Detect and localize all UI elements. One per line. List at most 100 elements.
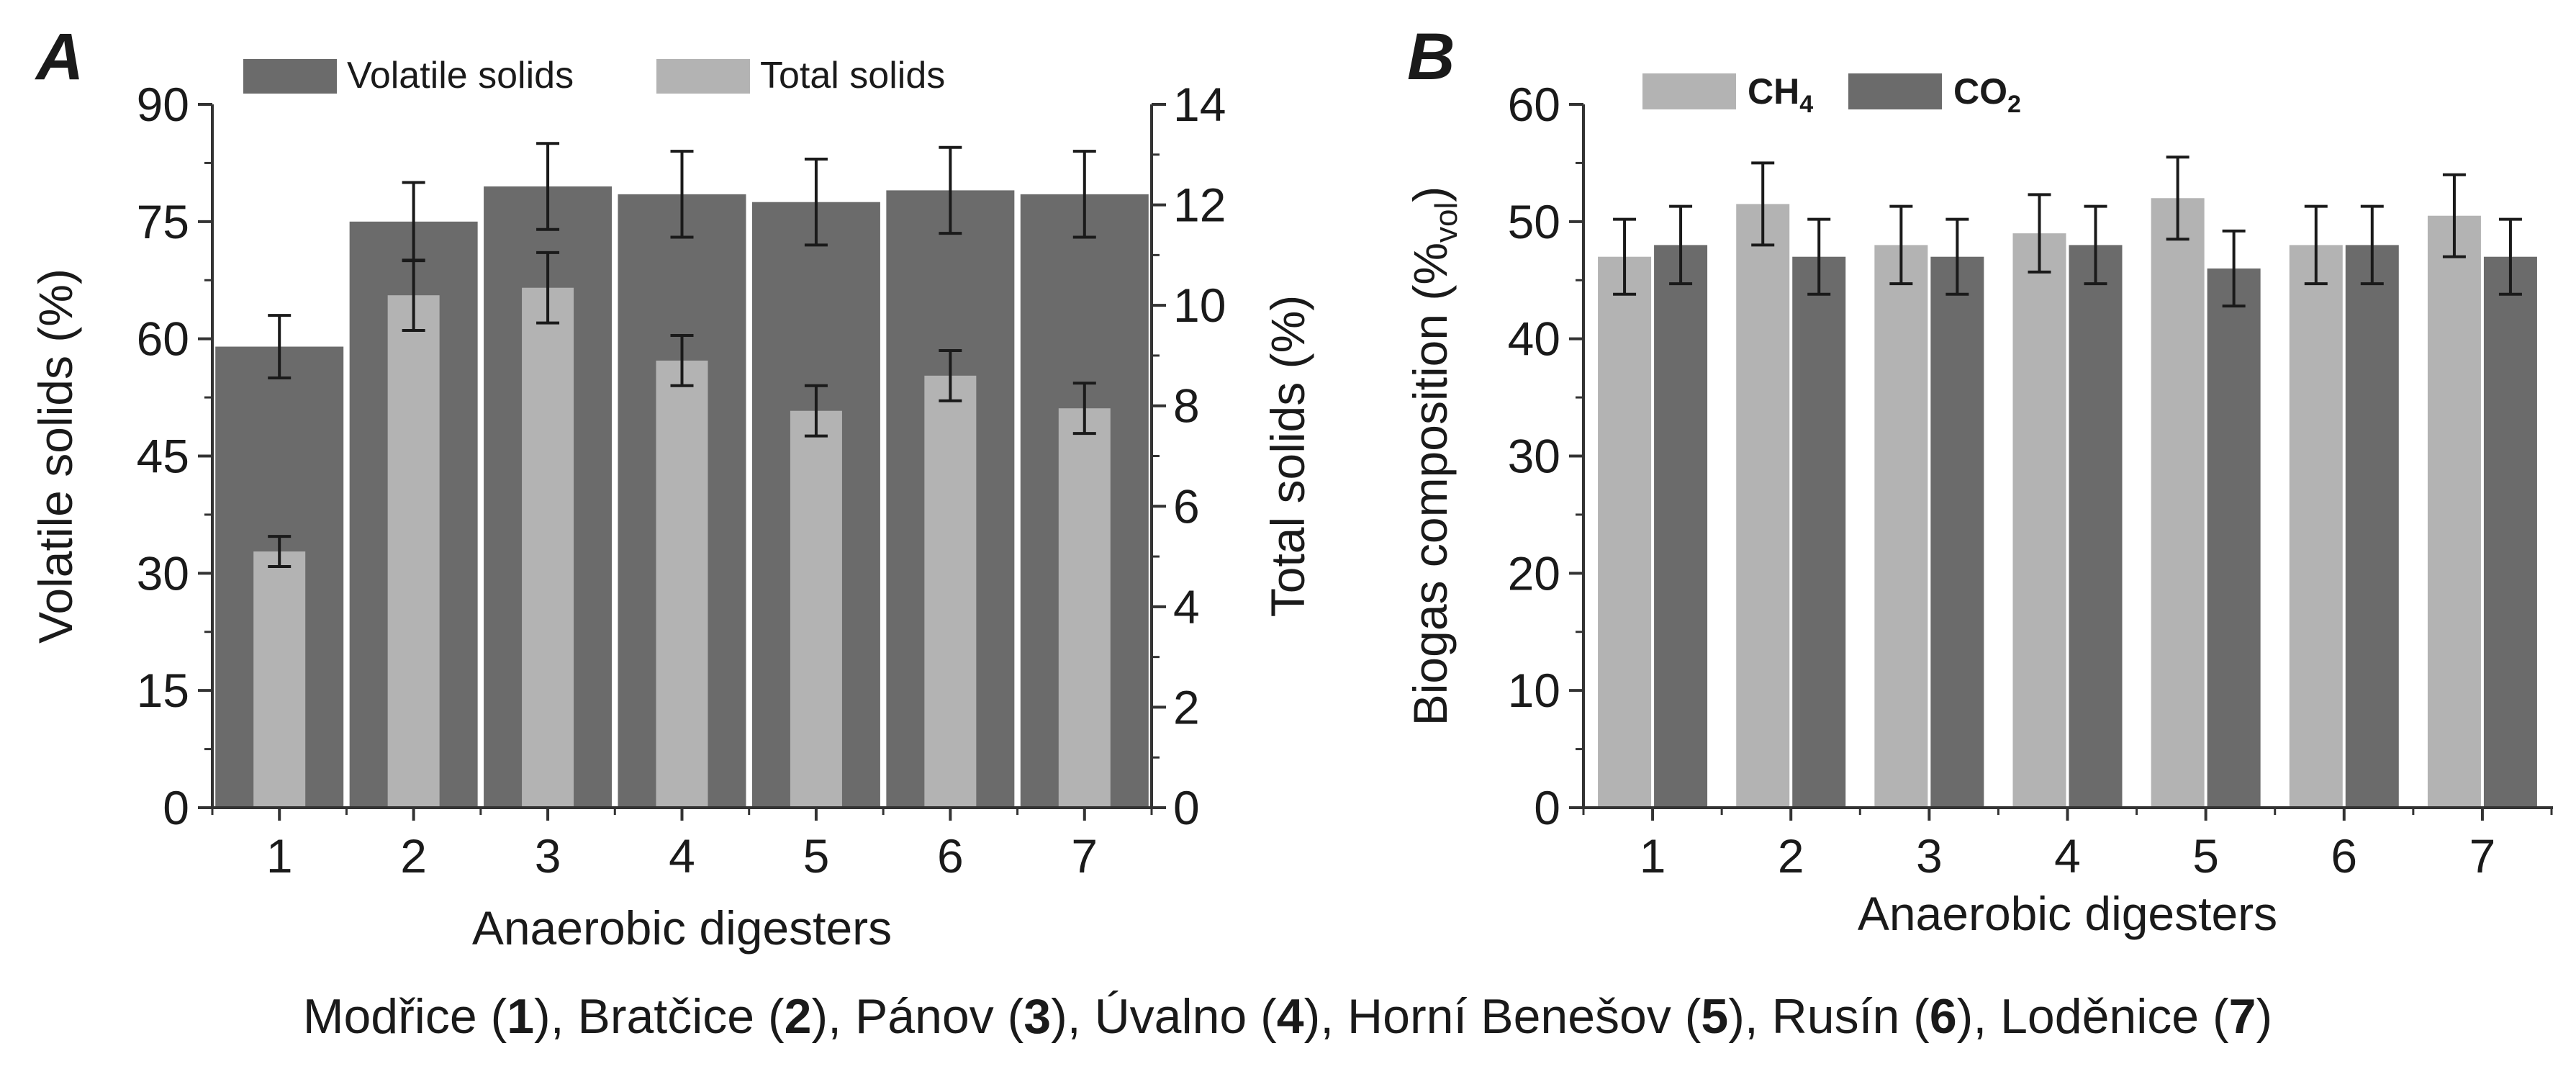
x-tick-label-6: 6 xyxy=(937,829,964,883)
y-tick-label-b-30: 30 xyxy=(1508,430,1560,483)
caption-site-name: Modřice ( xyxy=(303,989,507,1044)
error-bar-ch4-6 xyxy=(2304,204,2328,286)
bar-co2-3 xyxy=(1930,256,1984,808)
legend-swatch-co2 xyxy=(1848,73,1942,109)
y-tick-label-left-0: 0 xyxy=(163,781,189,834)
bar-total-solids-4 xyxy=(656,360,708,808)
y-tick-label-b-0: 0 xyxy=(1534,781,1560,834)
panel-letter-a: A xyxy=(35,20,83,94)
x-tick-label-b-1: 1 xyxy=(1640,829,1666,883)
error-bar-total-solids-3 xyxy=(536,251,560,325)
caption-site-name: Rusín ( xyxy=(1772,989,1930,1044)
error-bar-ch4-1 xyxy=(1613,217,1637,296)
caption-site-name: Pánov ( xyxy=(855,989,1024,1044)
y-tick-label-left-15: 15 xyxy=(137,664,189,717)
legend-label-co2-sub: 2 xyxy=(2007,91,2021,118)
y-tick-label-b-60: 60 xyxy=(1508,78,1560,131)
y-tick-label-left-60: 60 xyxy=(137,312,189,366)
caption-site-number: 4 xyxy=(1277,989,1304,1044)
y-axis-title-b: Biogas composition (%vol) xyxy=(1404,186,1464,726)
bar-total-solids-1 xyxy=(253,551,306,808)
x-tick-label-3: 3 xyxy=(535,829,561,883)
caption-site-name: Horní Benešov ( xyxy=(1347,989,1701,1044)
error-bar-volatile-solids-7 xyxy=(1072,150,1096,239)
bar-ch4-3 xyxy=(1874,245,1928,808)
bar-ch4-5 xyxy=(2151,198,2205,808)
caption-separator: ), xyxy=(1304,989,1347,1044)
x-tick-label-b-5: 5 xyxy=(2192,829,2219,883)
error-bar-ch4-3 xyxy=(1889,204,1913,286)
error-bar-total-solids-7 xyxy=(1072,382,1096,436)
x-axis-title-b: Anaerobic digesters xyxy=(1858,887,2277,940)
caption-site-number: 2 xyxy=(785,989,812,1044)
error-bar-total-solids-5 xyxy=(804,384,828,438)
y-tick-label-right-2: 2 xyxy=(1173,680,1200,734)
error-bar-co2-2 xyxy=(1807,217,1831,296)
x-tick-label-b-4: 4 xyxy=(2054,829,2081,883)
x-tick-label-b-3: 3 xyxy=(1916,829,1943,883)
error-bar-total-solids-6 xyxy=(939,348,962,402)
caption-separator: ), xyxy=(1051,989,1094,1044)
caption-separator: ), xyxy=(534,989,577,1044)
caption-site-number: 6 xyxy=(1930,989,1957,1044)
y-tick-label-b-40: 40 xyxy=(1508,312,1560,366)
error-bar-co2-3 xyxy=(1945,217,1969,296)
y-axis-title-b-sub: vol xyxy=(1429,202,1464,243)
caption-separator: ), xyxy=(812,989,855,1044)
x-tick-label-b-6: 6 xyxy=(2331,829,2357,883)
caption-separator: ) xyxy=(2256,989,2273,1044)
bar-co2-5 xyxy=(2207,268,2261,808)
x-tick-label-5: 5 xyxy=(803,829,830,883)
bar-total-solids-7 xyxy=(1058,408,1111,808)
y-tick-label-left-75: 75 xyxy=(137,195,189,248)
caption-site-number: 5 xyxy=(1701,989,1728,1044)
bar-total-solids-5 xyxy=(790,410,842,808)
y-tick-label-left-45: 45 xyxy=(137,430,189,483)
x-tick-label-b-2: 2 xyxy=(1778,829,1804,883)
error-bar-ch4-5 xyxy=(2166,155,2189,241)
error-bar-volatile-solids-1 xyxy=(268,314,292,379)
caption-site-number: 1 xyxy=(507,989,534,1044)
y-axis-title-left: Volatile solids (%) xyxy=(29,269,82,644)
error-bar-co2-1 xyxy=(1669,204,1693,286)
caption-separator: ), xyxy=(1728,989,1771,1044)
legend-label-volatile-solids: Volatile solids xyxy=(347,55,574,96)
y-tick-label-right-14: 14 xyxy=(1173,78,1226,131)
y-tick-label-right-4: 4 xyxy=(1173,580,1200,633)
legend-a: Volatile solids Total solids xyxy=(243,55,945,96)
error-bar-volatile-solids-6 xyxy=(939,145,962,235)
panel-b: B 0 10 20 30 40 50 60 1 2 3 4 5 6 7 Anaerobic digesters… xyxy=(1404,20,2553,940)
error-bar-volatile-solids-5 xyxy=(804,157,828,247)
y-tick-label-b-50: 50 xyxy=(1508,195,1560,248)
caption-site-number: 7 xyxy=(2229,989,2256,1044)
error-bar-total-solids-4 xyxy=(670,334,694,387)
error-bar-co2-7 xyxy=(2498,217,2522,296)
bar-co2-7 xyxy=(2483,256,2537,808)
bar-ch4-2 xyxy=(1736,204,1790,808)
caption-site-name: Bratčice ( xyxy=(577,989,785,1044)
legend-label-co2-main: CO xyxy=(1953,71,2007,112)
y-tick-label-left-30: 30 xyxy=(137,546,189,600)
legend-label-ch4: CH4 xyxy=(1748,71,1813,118)
x-tick-label-2: 2 xyxy=(400,829,427,883)
x-tick-label-7: 7 xyxy=(1071,829,1098,883)
bar-co2-4 xyxy=(2069,245,2123,808)
legend-b: CH4 CO2 xyxy=(1642,71,2021,118)
error-bar-total-solids-1 xyxy=(268,535,292,569)
x-tick-label-b-7: 7 xyxy=(2469,829,2496,883)
legend-label-ch4-sub: 4 xyxy=(1799,91,1813,118)
y-tick-label-left-90: 90 xyxy=(137,78,189,131)
bar-ch4-7 xyxy=(2427,215,2481,808)
y-tick-label-right-0: 0 xyxy=(1173,781,1200,834)
x-tick-label-1: 1 xyxy=(266,829,293,883)
y-tick-label-right-8: 8 xyxy=(1173,379,1200,433)
y-tick-label-right-10: 10 xyxy=(1173,279,1226,332)
bar-co2-1 xyxy=(1654,245,1708,808)
y-tick-label-right-6: 6 xyxy=(1173,479,1200,533)
error-bar-volatile-solids-4 xyxy=(670,150,694,239)
caption-separator: ), xyxy=(1957,989,2000,1044)
error-bar-ch4-2 xyxy=(1751,161,1775,247)
